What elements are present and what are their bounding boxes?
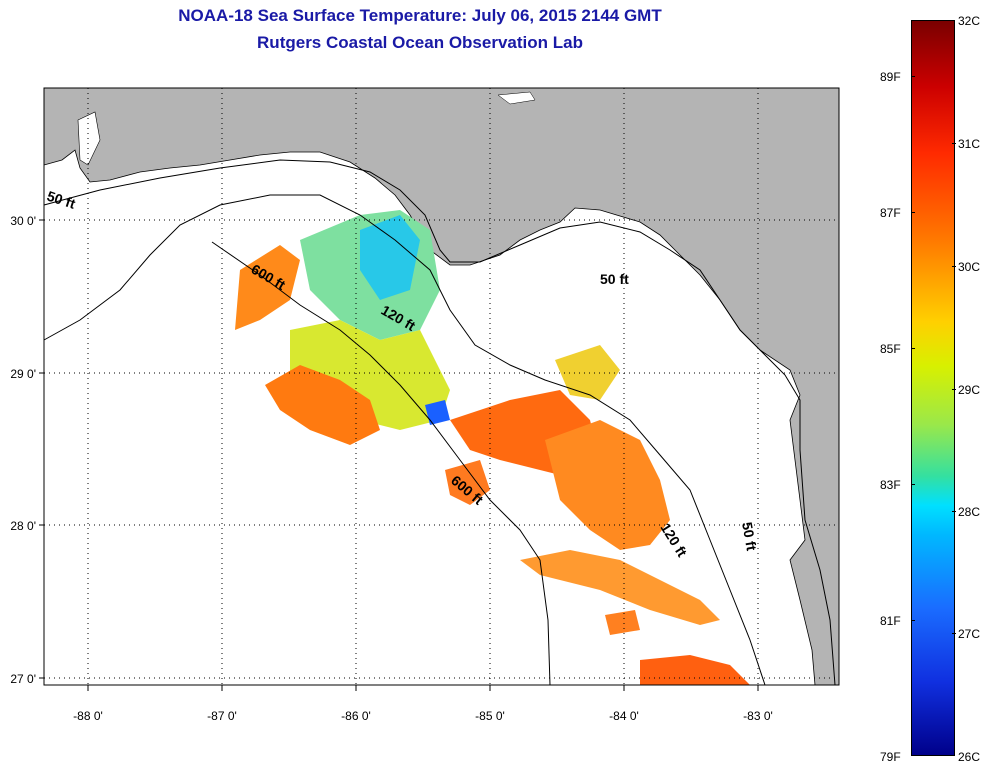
colorbar-tick	[911, 620, 915, 621]
isobath-label: 50 ft	[739, 521, 760, 552]
celsius-label: 26C	[958, 750, 981, 764]
celsius-label: 27C	[958, 627, 981, 641]
lake	[497, 91, 536, 105]
lon-label: -86 0'	[341, 709, 371, 723]
axis-ticks	[39, 219, 759, 691]
lat-label: 30 0'	[10, 214, 36, 228]
lon-label: -84 0'	[609, 709, 639, 723]
lon-label: -87 0'	[207, 709, 237, 723]
map-frame	[43, 87, 840, 686]
celsius-label: 32C	[958, 14, 981, 28]
fahrenheit-label: 83F	[880, 478, 901, 492]
colorbar-tick	[952, 143, 956, 144]
bay	[77, 111, 101, 166]
celsius-label: 30C	[958, 260, 981, 274]
fahrenheit-label: 79F	[880, 750, 901, 764]
colorbar-tick	[911, 348, 915, 349]
fahrenheit-label: 87F	[880, 206, 901, 220]
colorbar-tick	[952, 389, 956, 390]
isobath-lines	[43, 159, 836, 686]
map-title: NOAA-18 Sea Surface Temperature: July 06…	[178, 6, 662, 25]
isobath-label: 50 ft	[600, 271, 629, 287]
fahrenheit-label: 85F	[880, 342, 901, 356]
lat-label: 27 0'	[10, 672, 36, 686]
colorbar-tick	[952, 266, 956, 267]
fahrenheit-label: 89F	[880, 70, 901, 84]
celsius-label: 29C	[958, 383, 981, 397]
colorbar-tick	[911, 76, 915, 77]
lat-label: 29 0'	[10, 367, 36, 381]
colorbar-tick	[952, 511, 956, 512]
celsius-label: 31C	[958, 137, 981, 151]
fahrenheit-label: 81F	[880, 614, 901, 628]
lat-label: 28 0'	[10, 519, 36, 533]
colorbar-tick	[952, 633, 956, 634]
lon-label: -85 0'	[475, 709, 505, 723]
colorbar-tick	[911, 212, 915, 213]
colorbar	[911, 20, 955, 756]
lon-label: -83 0'	[743, 709, 773, 723]
lon-label: -88 0'	[73, 709, 103, 723]
colorbar-tick	[911, 484, 915, 485]
land-area	[43, 87, 840, 686]
sst-patches	[235, 210, 750, 685]
map-subtitle: Rutgers Coastal Ocean Observation Lab	[257, 33, 583, 52]
celsius-label: 28C	[958, 505, 981, 519]
